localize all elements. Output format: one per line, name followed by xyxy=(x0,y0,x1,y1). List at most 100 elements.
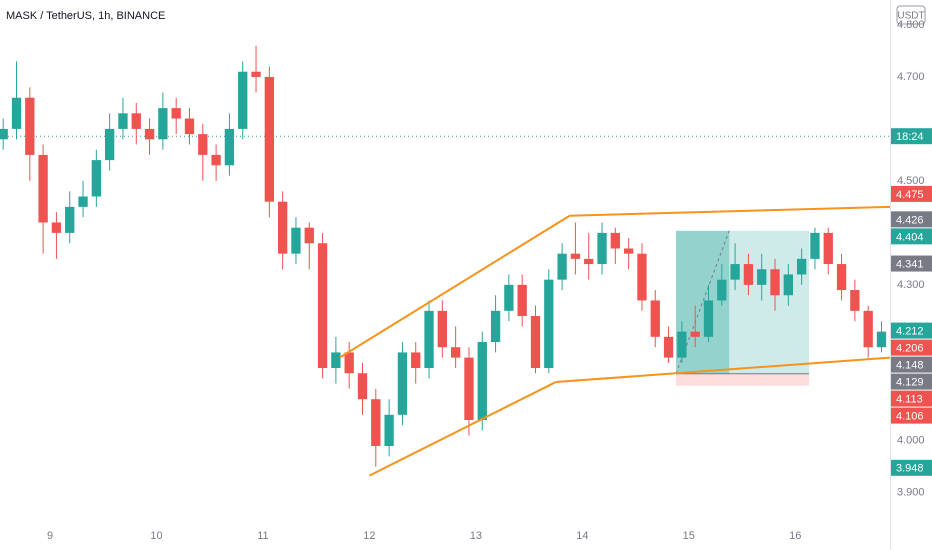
currency-box xyxy=(896,5,926,25)
y-tick-label: 3.900 xyxy=(897,487,925,499)
price-tag: 4.341 xyxy=(896,258,924,270)
candle-body xyxy=(424,310,434,369)
price-tag-bg xyxy=(891,185,932,202)
price-tag: 4.206 xyxy=(896,343,924,355)
candle-body xyxy=(730,264,740,280)
countdown-tag-bg xyxy=(891,128,932,145)
y-tick-label: 4.300 xyxy=(897,279,925,291)
candle-body xyxy=(677,331,687,358)
price-tag-bg xyxy=(891,255,932,272)
x-tick-label: 11 xyxy=(257,530,268,542)
candle-body xyxy=(264,76,274,202)
countdown-tag: 18:24 xyxy=(896,131,924,143)
price-tag-bg xyxy=(891,339,932,356)
y-tick-label: 4.000 xyxy=(897,435,925,447)
candle-body xyxy=(477,342,487,420)
price-tag-bg xyxy=(891,211,932,228)
price-tag-bg xyxy=(891,322,932,339)
price-tag-bg xyxy=(891,228,932,245)
candle-body xyxy=(118,113,128,129)
price-tag: 4.426 xyxy=(896,214,924,226)
candle-body xyxy=(490,310,501,343)
candle-body xyxy=(238,71,248,129)
price-tag-bg xyxy=(891,390,932,407)
candle-body xyxy=(291,227,301,254)
candle-body xyxy=(65,206,75,233)
candle-body xyxy=(224,128,235,166)
candle-body xyxy=(623,248,634,254)
candle-body xyxy=(544,279,554,369)
y-tick-label: 4.700 xyxy=(897,71,925,83)
candle-body xyxy=(810,232,820,259)
candle-body xyxy=(384,414,394,446)
x-tick-label: 13 xyxy=(470,530,482,542)
price-tag: 4.129 xyxy=(896,377,924,389)
candle-body xyxy=(411,352,421,369)
candle-body xyxy=(144,128,155,140)
candle-body xyxy=(796,258,807,275)
candle-body xyxy=(91,160,102,197)
y-tick-label: 4.500 xyxy=(897,175,925,187)
candle-body xyxy=(557,253,567,280)
candle-body xyxy=(78,196,88,207)
candle-body xyxy=(650,300,660,337)
candle-body xyxy=(25,97,35,155)
candle-body xyxy=(717,279,727,301)
trend-line xyxy=(569,205,891,217)
candle-body xyxy=(38,154,48,223)
currency-label: USDT xyxy=(897,11,924,22)
x-tick-label: 10 xyxy=(150,530,162,542)
candle-body xyxy=(610,232,620,249)
candle-body xyxy=(464,357,474,420)
candle-body xyxy=(836,264,847,291)
price-tag: 4.475 xyxy=(896,189,924,201)
candle-body xyxy=(0,128,8,140)
price-tag: 4.148 xyxy=(896,360,924,372)
candle-body xyxy=(637,253,647,301)
candle-body xyxy=(184,118,195,135)
candle-body xyxy=(171,108,181,119)
candle-body xyxy=(131,113,141,129)
trend-line xyxy=(339,214,571,359)
candle-body xyxy=(211,154,221,166)
candle-body xyxy=(823,232,833,265)
candle-body xyxy=(703,300,714,337)
candle-body xyxy=(504,284,514,311)
chart-title: MASK / TetherUS, 1h, BINANCE xyxy=(6,10,165,22)
candle-body xyxy=(663,336,674,358)
price-tag: 3.948 xyxy=(896,463,924,475)
candle-body xyxy=(530,316,541,369)
trend-line xyxy=(555,356,891,384)
position-loss-zone xyxy=(676,373,810,386)
price-tag: 4.212 xyxy=(896,326,924,338)
candle-body xyxy=(770,269,780,296)
candle-body xyxy=(277,201,288,254)
candle-body xyxy=(371,399,381,446)
candle-body xyxy=(51,222,62,233)
x-tick-label: 9 xyxy=(47,530,53,542)
x-tick-label: 16 xyxy=(789,530,801,542)
candle-body xyxy=(597,232,607,265)
candle-body xyxy=(317,243,328,369)
price-tag-bg xyxy=(891,459,932,476)
candle-body xyxy=(863,310,873,348)
price-tag: 4.113 xyxy=(896,394,923,406)
candle-body xyxy=(690,331,700,337)
x-tick-label: 12 xyxy=(363,530,375,542)
price-tag: 4.106 xyxy=(896,411,924,423)
candle-body xyxy=(517,284,527,317)
candle-body xyxy=(743,264,754,285)
candle-body xyxy=(251,71,261,77)
price-tag-bg xyxy=(891,373,932,390)
candle-body xyxy=(104,128,115,161)
candle-body xyxy=(757,269,767,285)
candle-body xyxy=(304,227,314,244)
price-tag-bg xyxy=(891,356,932,373)
candle-body xyxy=(158,108,168,140)
price-tag: 4.404 xyxy=(896,231,924,243)
y-tick-label: 4.800 xyxy=(897,19,925,31)
position-profit-zone xyxy=(676,230,810,374)
candle-body xyxy=(357,373,368,400)
candle-body xyxy=(783,274,793,296)
